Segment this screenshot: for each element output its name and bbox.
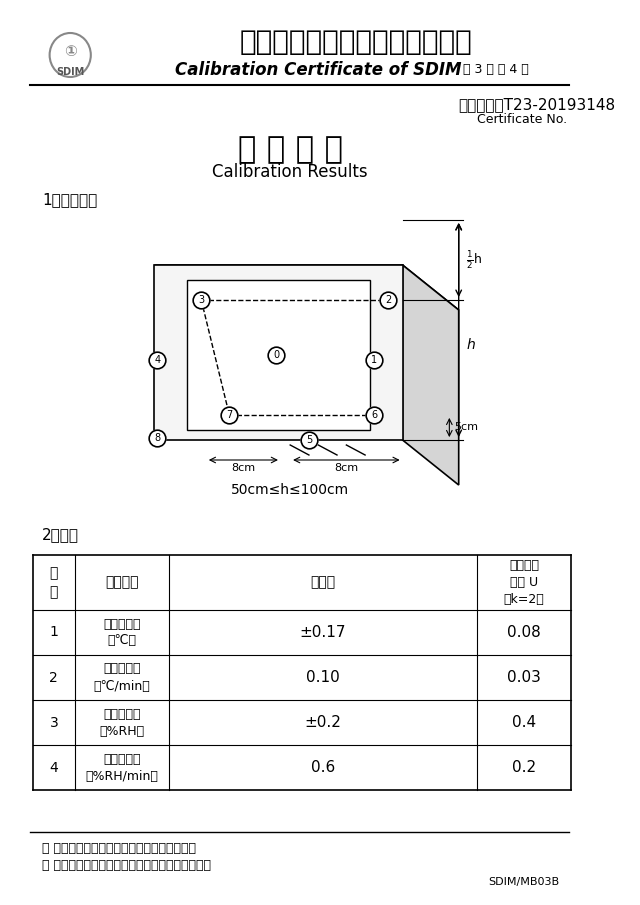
- Text: ±0.2: ±0.2: [305, 715, 341, 730]
- Text: 序
号: 序 号: [50, 566, 58, 599]
- Text: 0.4: 0.4: [512, 715, 536, 730]
- Polygon shape: [154, 265, 403, 440]
- Text: 证书编号：T23-20193148: 证书编号：T23-20193148: [459, 98, 616, 112]
- Text: 山东省计量科学研究院校准证书: 山东省计量科学研究院校准证书: [239, 28, 472, 56]
- Text: 8: 8: [154, 433, 161, 443]
- Text: 温度变化率
（℃/min）: 温度变化率 （℃/min）: [93, 662, 150, 692]
- Text: ①: ①: [64, 44, 77, 60]
- Text: ＊ 未经本院书面批准，不得部分复印此证书。: ＊ 未经本院书面批准，不得部分复印此证书。: [42, 842, 196, 854]
- Text: 5cm: 5cm: [454, 423, 478, 433]
- Text: ＊ 本证书的校准结果仅对所校准的计量器具有效。: ＊ 本证书的校准结果仅对所校准的计量器具有效。: [42, 859, 211, 872]
- Text: 温度波动度
（℃）: 温度波动度 （℃）: [103, 617, 140, 647]
- Text: 3: 3: [49, 716, 58, 729]
- Text: 2: 2: [385, 295, 392, 305]
- Polygon shape: [188, 280, 370, 430]
- Text: 0.03: 0.03: [508, 670, 541, 685]
- Text: 校准值: 校准值: [310, 576, 335, 589]
- Text: 1、布点图：: 1、布点图：: [42, 193, 97, 207]
- Text: 0: 0: [273, 350, 279, 360]
- Text: 湿度波动度
（%RH）: 湿度波动度 （%RH）: [99, 708, 144, 738]
- Text: 4: 4: [154, 355, 161, 365]
- Text: 校 准 结 果: 校 准 结 果: [238, 136, 342, 165]
- Text: 5: 5: [306, 435, 312, 445]
- Text: 3: 3: [198, 295, 204, 305]
- Text: 8cm: 8cm: [334, 463, 358, 473]
- Text: ±0.17: ±0.17: [300, 625, 346, 640]
- Text: Calibration Results: Calibration Results: [212, 163, 368, 181]
- Text: 1: 1: [49, 625, 58, 640]
- Text: 校准项目: 校准项目: [105, 576, 138, 589]
- Text: 50cm≤h≤100cm: 50cm≤h≤100cm: [231, 483, 349, 497]
- Polygon shape: [154, 265, 459, 310]
- Text: 2、数据: 2、数据: [42, 528, 79, 542]
- Text: 1: 1: [371, 355, 378, 365]
- Text: 0.10: 0.10: [306, 670, 340, 685]
- Text: 7: 7: [226, 410, 232, 420]
- Text: Calibration Certificate of SDIM: Calibration Certificate of SDIM: [175, 61, 461, 79]
- Polygon shape: [403, 265, 459, 485]
- Text: 6: 6: [371, 410, 378, 420]
- Text: Certificate No.: Certificate No.: [477, 113, 568, 127]
- Text: 湿度变化率
（%RH/min）: 湿度变化率 （%RH/min）: [85, 752, 158, 783]
- Text: 扩展不确
定度 U
（k=2）: 扩展不确 定度 U （k=2）: [504, 559, 545, 606]
- Text: 0.6: 0.6: [311, 760, 335, 775]
- Text: $\frac{1}{2}$h: $\frac{1}{2}$h: [466, 249, 482, 271]
- Text: SDIM/MB03B: SDIM/MB03B: [489, 877, 560, 887]
- Text: 4: 4: [49, 760, 58, 775]
- Text: h: h: [466, 338, 475, 352]
- Text: 第 3 页 共 4 页: 第 3 页 共 4 页: [463, 63, 529, 77]
- Text: SDIM: SDIM: [56, 67, 84, 77]
- Text: 0.2: 0.2: [512, 760, 536, 775]
- Text: 2: 2: [49, 671, 58, 684]
- Text: 0.08: 0.08: [508, 625, 541, 640]
- Text: 8cm: 8cm: [231, 463, 255, 473]
